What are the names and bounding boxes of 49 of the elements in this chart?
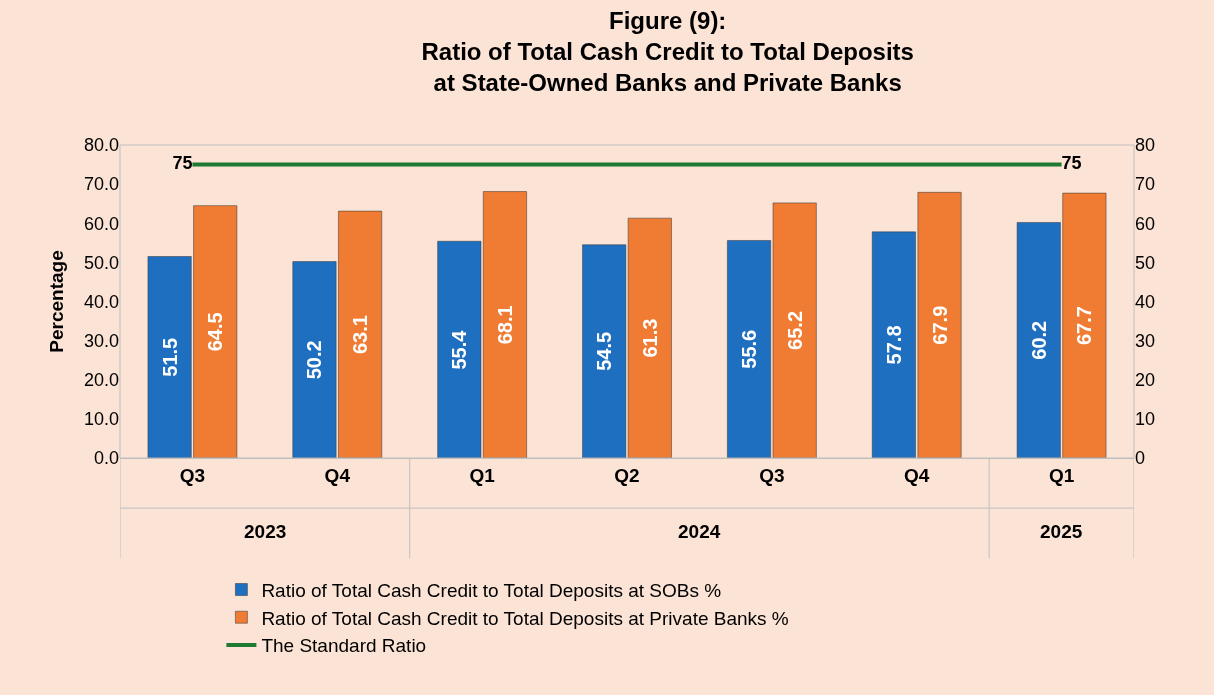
x-tick-label: Q3: [759, 464, 785, 486]
data-label: 61.3: [638, 318, 661, 358]
chart-title: Figure (9): Ratio of Total Cash Credit to Total Deposits at State-Owned Banks and Private Banks: [421, 6, 914, 97]
y2-tick-label: 30: [1135, 330, 1156, 351]
legend-label: Ratio of Total Cash Credit to Total Deposits at SOBs %: [261, 579, 722, 601]
y2-tick-label: 0: [1135, 448, 1146, 469]
y-axis-title: Percentage: [45, 250, 67, 353]
x-tick-label: Q3: [179, 464, 206, 486]
y2-tick-label: 40: [1135, 291, 1156, 312]
data-label: 54.5: [593, 331, 616, 371]
data-label: 57.8: [882, 325, 905, 365]
data-label: 67.7: [1073, 306, 1096, 346]
y2-tick-label: 10: [1135, 409, 1156, 430]
y-tick-label: 10.0: [83, 409, 119, 430]
data-label: 68.1: [493, 305, 516, 345]
x-tick-label: Q4: [904, 464, 930, 486]
x-tick-label: Q4: [324, 464, 351, 486]
y-tick-label: 60.0: [83, 213, 119, 234]
y2-tick-label: 80: [1135, 135, 1156, 156]
data-label: 55.6: [738, 329, 761, 369]
y2-tick-label: 20: [1135, 370, 1156, 391]
y-tick-label: 80.0: [83, 135, 119, 156]
data-label: 63.1: [349, 315, 372, 355]
text: 2025: [1040, 521, 1083, 542]
data-label: 51.5: [158, 337, 181, 377]
y2-tick-label: 60: [1135, 213, 1156, 234]
text: 2024: [678, 521, 721, 542]
x-tick-label: Q2: [614, 464, 640, 486]
legend-label: The Standard Ratio: [261, 635, 427, 657]
data-label: 60.2: [1027, 320, 1050, 360]
y-tick-label: 0.0: [93, 448, 119, 469]
y-tick-label: 20.0: [83, 370, 119, 391]
data-label: 50.2: [303, 340, 326, 380]
y-tick-label: 50.0: [83, 252, 119, 273]
data-label: 67.9: [928, 305, 951, 345]
y-tick-label: 70.0: [83, 174, 119, 195]
data-label: 55.4: [448, 329, 471, 370]
y2-tick-label: 50: [1135, 252, 1156, 273]
data-label: 65.2: [783, 310, 806, 350]
y2-tick-label: 70: [1135, 174, 1156, 195]
data-label: 75: [172, 153, 193, 174]
data-label: 64.5: [204, 312, 227, 352]
text: 2023: [244, 521, 287, 542]
legend-label: Ratio of Total Cash Credit to Total Deposits at Private Banks %: [261, 607, 789, 629]
y-tick-label: 30.0: [83, 330, 119, 351]
x-tick-label: Q1: [469, 464, 496, 486]
y-tick-label: 40.0: [83, 291, 119, 312]
x-tick-label: Q1: [1048, 464, 1075, 486]
data-label: 75: [1061, 153, 1082, 174]
